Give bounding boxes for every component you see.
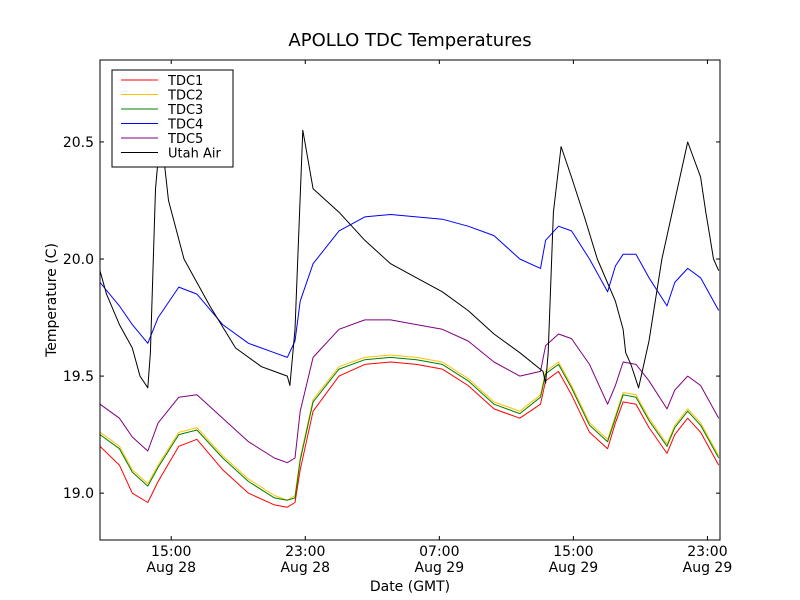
y-tick-label: 19.0 (63, 486, 94, 502)
x-tick-label-time: 15:00 (553, 544, 593, 560)
x-tick-label-date: Aug 29 (549, 560, 599, 576)
plot-area (100, 129, 720, 508)
series-line-tdc3 (100, 356, 720, 501)
x-tick-label-time: 15:00 (151, 544, 191, 560)
x-tick-label-date: Aug 29 (683, 560, 733, 576)
legend-label: TDC2 (167, 89, 203, 104)
legend-label: TDC3 (167, 103, 203, 118)
x-tick-label-time: 23:00 (285, 544, 325, 560)
x-tick-label-date: Aug 28 (146, 560, 196, 576)
x-tick-label-time: 23:00 (687, 544, 727, 560)
y-tick-label: 19.5 (63, 369, 94, 385)
x-tick-label-time: 07:00 (419, 544, 459, 560)
series-line-tdc2 (100, 354, 720, 501)
y-axis-label: Temperature (C) (44, 243, 60, 358)
legend-label: TDC4 (167, 118, 203, 133)
x-tick-label-date: Aug 29 (415, 560, 465, 576)
y-tick-label: 20.5 (63, 135, 94, 151)
x-axis-label: Date (GMT) (370, 579, 450, 595)
y-tick-label: 20.0 (63, 252, 94, 268)
plot-frame (99, 59, 721, 541)
chart-title: APOLLO TDC Temperatures (288, 30, 531, 51)
series-line-tdc4 (100, 214, 720, 358)
series-line-tdc1 (100, 361, 720, 508)
x-tick-label-date: Aug 28 (280, 560, 330, 576)
series-line-tdc5 (100, 319, 720, 464)
legend-label: TDC1 (167, 74, 203, 89)
legend-box (111, 69, 234, 168)
legend-label: TDC5 (167, 132, 203, 147)
legend-label: Utah Air (168, 147, 221, 162)
